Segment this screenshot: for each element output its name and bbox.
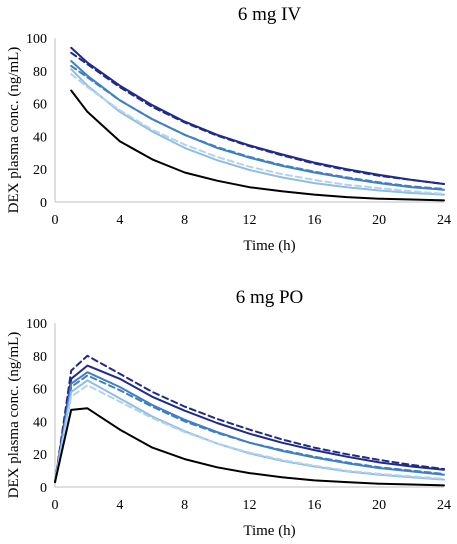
x-tick-label: 20 [372, 213, 386, 228]
y-tick-label: 60 [33, 98, 47, 113]
y-tick-label: 20 [33, 448, 47, 463]
y-axis-label: DEX plasma conc. (ng/mL) [6, 332, 22, 499]
x-tick-label: 20 [372, 498, 386, 513]
series-line-6 [70, 73, 445, 195]
x-tick-label: 0 [52, 213, 59, 228]
series-line-7 [70, 89, 445, 202]
series-line-5 [54, 379, 445, 484]
chart-title: 6 mg IV [238, 4, 302, 25]
chart-2: 6 mg PO 0 20 40 60 80 100 0 4 8 12 16 20 24 Time (h) DE… [6, 287, 451, 539]
x-tick-label: 24 [437, 213, 451, 228]
series-line-6 [54, 384, 445, 484]
x-axis-label: Time (h) [243, 238, 295, 254]
y-tick-label: 80 [33, 65, 47, 80]
x-tick-label: 4 [116, 213, 123, 228]
series-line-5 [70, 68, 445, 196]
series-line-7 [54, 407, 445, 487]
y-tick-label: 100 [26, 32, 47, 47]
x-tick-label: 24 [437, 498, 451, 513]
y-tick-label: 60 [33, 383, 47, 398]
y-tick-label: 0 [40, 481, 47, 496]
series-line-4 [54, 374, 445, 484]
chart-title: 6 mg PO [236, 287, 304, 308]
series-line-2 [70, 51, 445, 185]
series-line-4 [70, 64, 445, 190]
series-line-3 [54, 371, 445, 484]
x-tick-label: 0 [52, 498, 59, 513]
x-tick-label: 16 [307, 213, 321, 228]
x-tick-label: 12 [243, 498, 257, 513]
x-tick-label: 8 [181, 213, 188, 228]
x-tick-label: 4 [116, 498, 123, 513]
series-line-2 [54, 364, 445, 484]
y-tick-label: 0 [40, 196, 47, 211]
y-axis-label: DEX plasma conc. (ng/mL) [6, 47, 22, 214]
series-line-1 [54, 354, 445, 484]
y-tick-label: 100 [26, 317, 47, 332]
y-tick-label: 20 [33, 163, 47, 178]
x-tick-label: 8 [181, 498, 188, 513]
x-tick-label: 12 [243, 213, 257, 228]
y-tick-label: 40 [33, 130, 47, 145]
chart-1: 6 mg IV 0 20 40 60 80 100 0 4 8 12 16 20 24 Time (h) DE… [6, 4, 451, 254]
x-axis-label: Time (h) [243, 523, 295, 539]
series-line-3 [70, 60, 445, 191]
y-tick-label: 80 [33, 350, 47, 365]
y-tick-label: 40 [33, 415, 47, 430]
x-tick-label: 16 [307, 498, 321, 513]
